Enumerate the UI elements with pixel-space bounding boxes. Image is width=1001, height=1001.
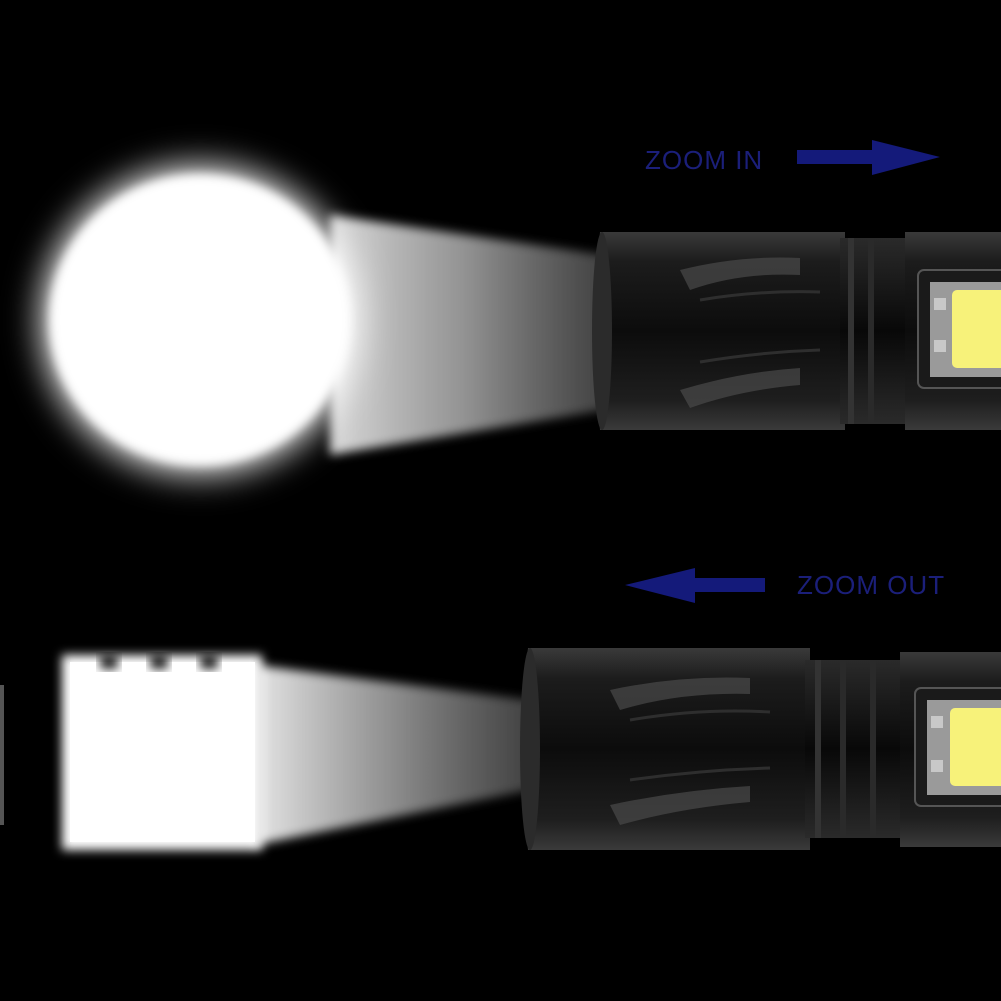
zoom-in-scene: [25, 140, 1001, 490]
zoom-out-scene: [0, 568, 1001, 850]
zoom-in-label: ZOOM IN: [645, 145, 764, 175]
cob-light: [952, 290, 1001, 368]
light-beam: [330, 215, 605, 455]
arrow-right-icon: [797, 140, 940, 175]
zoom-out-label: ZOOM OUT: [797, 570, 946, 600]
light-beam: [255, 665, 530, 845]
flashlight-top: [592, 232, 1001, 430]
flashlight-bottom: [520, 648, 1001, 850]
cob-light: [950, 708, 1001, 786]
arrow-left-icon: [625, 568, 765, 603]
